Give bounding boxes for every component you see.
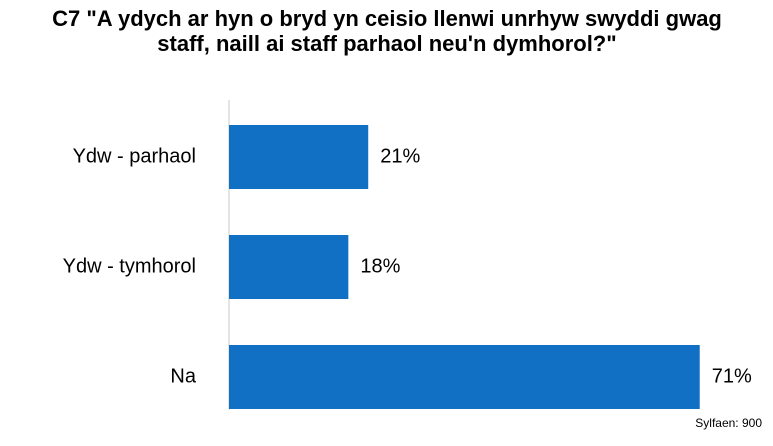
value-label: 21% — [380, 145, 420, 167]
category-label: Ydw - tymhorol — [63, 255, 196, 277]
bar — [229, 125, 369, 189]
note: Sylfaen: 900 — [695, 416, 762, 430]
bar — [229, 235, 349, 299]
bar — [229, 345, 700, 409]
value-label: 71% — [712, 365, 752, 387]
chart-title: C7 "A ydych ar hyn o bryd yn ceisio llen… — [52, 6, 722, 56]
category-label: Na — [170, 365, 196, 387]
value-label: 18% — [360, 255, 400, 277]
category-label: Ydw - parhaol — [73, 145, 196, 167]
